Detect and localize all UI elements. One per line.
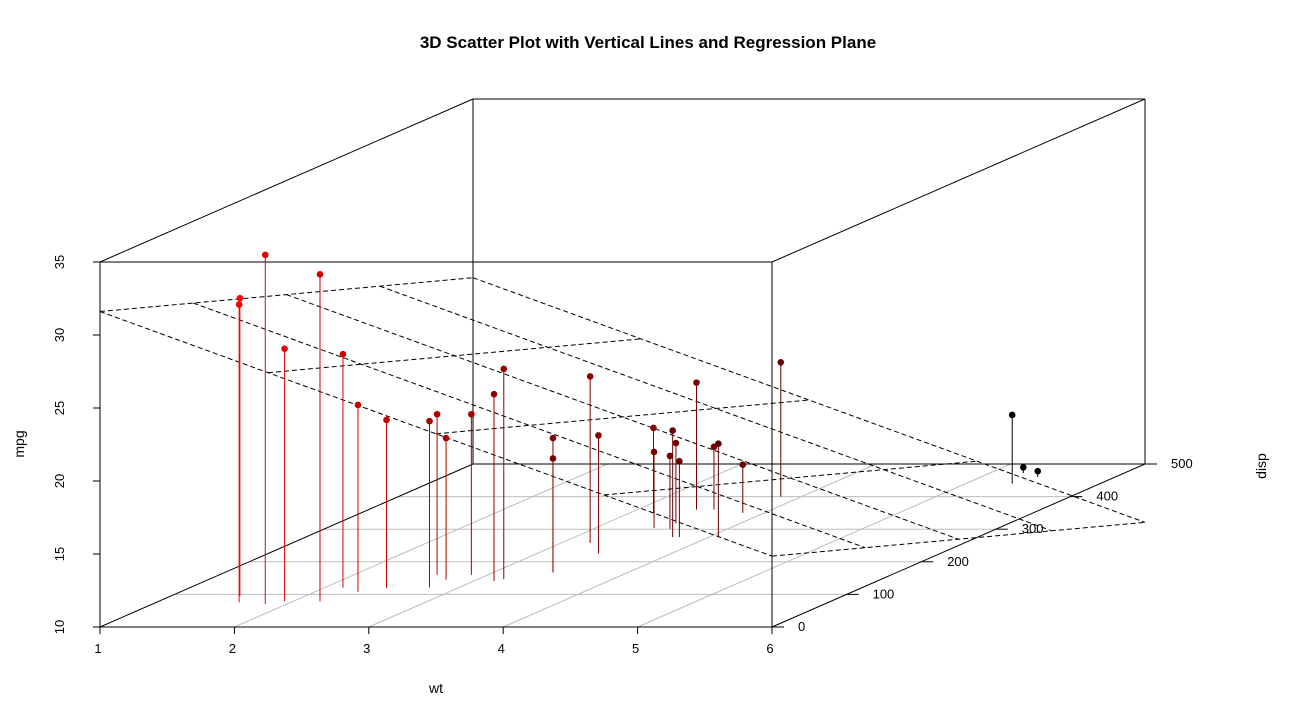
data-point (1020, 463, 1027, 471)
box-edge (771, 98, 1146, 263)
data-point (490, 390, 498, 398)
data-point (383, 416, 390, 424)
z-tick-label: 10 (52, 620, 67, 634)
data-point (672, 439, 680, 447)
x-tick-label: 5 (632, 641, 639, 656)
x-tick-label: 2 (229, 641, 236, 656)
data-point (549, 455, 557, 462)
y-tick-label: 0 (798, 619, 805, 634)
plane-line (435, 399, 810, 435)
x-tick-label: 4 (498, 641, 505, 656)
data-point (500, 365, 508, 373)
z-tick-label: 20 (52, 474, 67, 488)
x-tick-label: 3 (363, 641, 370, 656)
data-point (676, 457, 683, 465)
z-tick-label: 30 (52, 328, 67, 342)
data-point (281, 345, 288, 352)
data-point (442, 434, 450, 442)
y-tick-label: 100 (873, 586, 895, 601)
x-tick-label: 6 (766, 641, 773, 656)
floor-grid-line (234, 463, 608, 628)
floor-grid (174, 463, 1071, 628)
data-point (339, 350, 347, 358)
data-point (650, 424, 657, 432)
box-edge (99, 98, 474, 263)
y-tick-label: 300 (1022, 521, 1044, 536)
z-axis-label: mpg (11, 430, 27, 457)
floor-grid-line (368, 463, 743, 628)
data-point (261, 251, 269, 259)
data-point (549, 434, 557, 442)
plane-line (286, 294, 959, 540)
plane-line (99, 311, 773, 557)
plane-line (603, 460, 978, 496)
z-tick-label: 25 (52, 401, 67, 415)
z-tick-label: 15 (52, 547, 67, 561)
plane-line (193, 302, 866, 549)
data-point (354, 401, 362, 409)
floor-grid-line (502, 463, 877, 628)
data-point (669, 427, 676, 434)
data-point (650, 448, 658, 456)
data-point (235, 301, 243, 308)
x-axis-label: wt (428, 680, 443, 696)
data-point (595, 432, 602, 439)
data-point (715, 440, 722, 447)
data-point (426, 417, 433, 425)
y-axis-label: disp (1253, 453, 1269, 479)
data-point (586, 373, 594, 380)
data-point (316, 271, 324, 278)
y-tick-label: 200 (947, 554, 969, 569)
axis-ticks: 1 2 3 4 5 6 10 15 20 25 30 35 0 100 200 300 400 500 (52, 255, 1193, 656)
box-edge (771, 463, 1146, 628)
data-point (433, 410, 441, 418)
data-point (1034, 467, 1042, 475)
y-tick-label: 500 (1171, 456, 1193, 471)
data-point (666, 452, 674, 460)
data-point (468, 410, 475, 418)
box-edge (99, 463, 474, 628)
plot-box (99, 98, 1146, 628)
floor-grid-line (637, 463, 1011, 628)
plane-line (472, 277, 1146, 523)
plane-line (379, 285, 1052, 532)
data-point (236, 294, 244, 302)
chart-title: 3D Scatter Plot with Vertical Lines and … (420, 33, 876, 52)
data-point (693, 379, 700, 386)
plane-line (771, 521, 1146, 557)
data-points (235, 251, 1042, 604)
z-tick-label: 35 (52, 255, 67, 269)
x-tick-label: 1 (94, 641, 101, 656)
data-point (1008, 411, 1016, 419)
plane-line (99, 277, 474, 313)
plane-line (267, 338, 642, 374)
y-tick-label: 400 (1096, 489, 1118, 504)
data-point (777, 358, 785, 366)
data-point (739, 461, 747, 469)
regression-plane (99, 277, 1146, 557)
